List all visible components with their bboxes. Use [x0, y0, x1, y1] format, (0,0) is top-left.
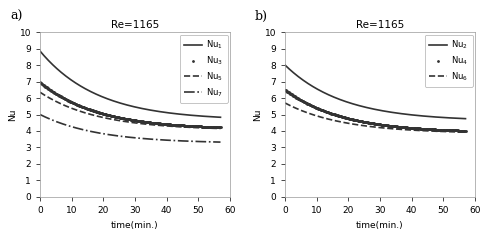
Nu$_4$ — [446, 129, 452, 131]
Nu$_6$ — [462, 131, 468, 134]
Nu$_1$ — [200, 115, 206, 118]
Line: Nu$_7$: Nu$_7$ — [40, 114, 220, 142]
Nu$_7$ — [144, 138, 150, 140]
Nu$_3$ — [148, 121, 154, 124]
Nu$_2$ — [282, 64, 288, 66]
Nu$_7$ — [37, 113, 43, 116]
Line: Nu$_6$: Nu$_6$ — [285, 103, 466, 132]
Nu$_6$ — [434, 130, 440, 133]
Nu$_5$ — [144, 123, 150, 126]
Line: Nu$_3$: Nu$_3$ — [38, 81, 222, 129]
Nu$_7$ — [144, 137, 150, 140]
Nu$_6$ — [446, 130, 452, 133]
Nu$_2$ — [434, 116, 440, 118]
Nu$_1$ — [189, 114, 195, 117]
Title: Re=1165: Re=1165 — [111, 20, 159, 30]
Line: Nu$_2$: Nu$_2$ — [285, 65, 466, 119]
Nu$_2$ — [389, 111, 395, 114]
Nu$_6$ — [390, 127, 396, 130]
Nu$_2$ — [392, 112, 398, 114]
Nu$_7$ — [200, 140, 206, 143]
Y-axis label: Nu: Nu — [252, 108, 262, 121]
Nu$_1$ — [38, 50, 44, 53]
Nu$_5$ — [200, 127, 206, 129]
Nu$_3$ — [189, 125, 195, 127]
Y-axis label: Nu: Nu — [8, 108, 16, 121]
Nu$_1$ — [148, 109, 154, 112]
Nu$_4$ — [282, 88, 288, 91]
Nu$_4$ — [462, 129, 468, 132]
Line: Nu$_4$: Nu$_4$ — [284, 88, 467, 132]
Nu$_1$ — [37, 50, 43, 52]
Nu$_5$ — [38, 91, 44, 94]
Nu$_7$ — [189, 140, 195, 143]
Nu$_5$ — [189, 126, 195, 129]
Nu$_1$ — [144, 108, 150, 111]
Title: Re=1165: Re=1165 — [356, 20, 404, 30]
Nu$_4$ — [390, 125, 396, 127]
Nu$_4$ — [392, 125, 398, 128]
Nu$_3$ — [144, 121, 150, 123]
Nu$_7$ — [148, 138, 154, 141]
Nu$_5$ — [37, 91, 43, 94]
Nu$_6$ — [389, 127, 395, 130]
Nu$_5$ — [148, 123, 154, 126]
Nu$_6$ — [392, 128, 398, 130]
X-axis label: time(min.): time(min.) — [356, 221, 404, 229]
Legend: Nu$_2$, Nu$_4$, Nu$_6$: Nu$_2$, Nu$_4$, Nu$_6$ — [424, 35, 472, 87]
Nu$_3$ — [38, 82, 44, 84]
Text: a): a) — [10, 10, 22, 23]
Nu$_7$ — [38, 113, 44, 116]
Nu$_3$ — [37, 81, 43, 84]
Nu$_6$ — [282, 102, 288, 105]
Nu$_1$ — [144, 108, 150, 111]
Nu$_2$ — [390, 111, 396, 114]
Line: Nu$_1$: Nu$_1$ — [40, 51, 220, 117]
Nu$_1$ — [218, 116, 224, 119]
Nu$_2$ — [282, 64, 288, 67]
X-axis label: time(min.): time(min.) — [111, 221, 159, 229]
Text: b): b) — [255, 10, 268, 23]
Nu$_6$ — [282, 102, 288, 104]
Nu$_3$ — [144, 121, 150, 123]
Nu$_2$ — [462, 117, 468, 120]
Nu$_7$ — [218, 141, 224, 144]
Line: Nu$_5$: Nu$_5$ — [40, 92, 220, 128]
Nu$_3$ — [200, 125, 206, 128]
Nu$_5$ — [144, 123, 150, 126]
Legend: Nu$_1$, Nu$_3$, Nu$_5$, Nu$_7$: Nu$_1$, Nu$_3$, Nu$_5$, Nu$_7$ — [180, 35, 228, 103]
Nu$_4$ — [282, 89, 288, 92]
Nu$_3$ — [218, 126, 224, 129]
Nu$_4$ — [434, 128, 440, 131]
Nu$_4$ — [389, 125, 395, 127]
Nu$_5$ — [218, 127, 224, 130]
Nu$_2$ — [446, 117, 452, 119]
